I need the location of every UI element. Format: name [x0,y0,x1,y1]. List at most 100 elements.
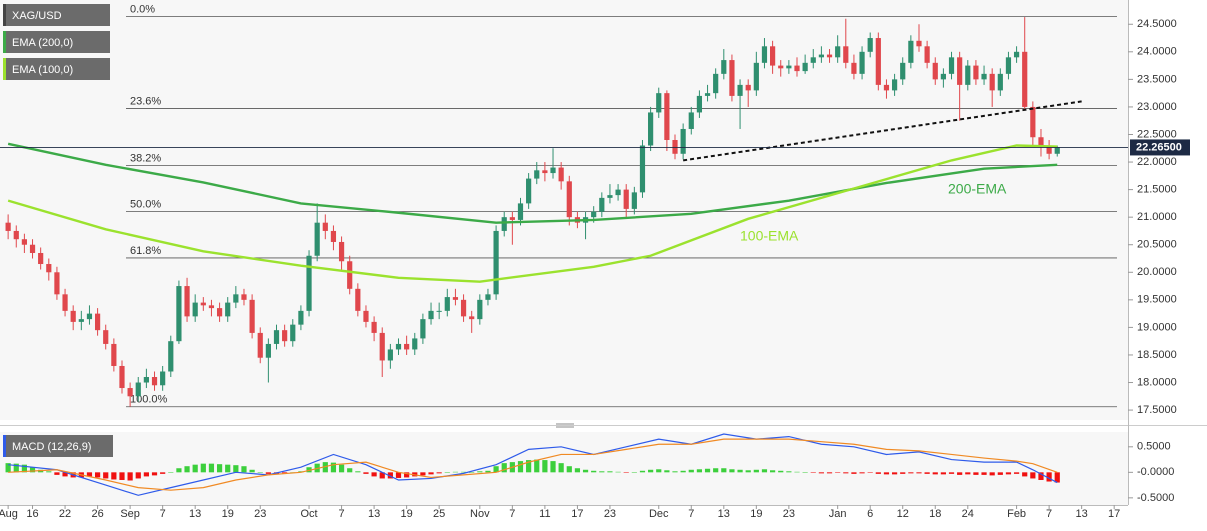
legend: XAG/USD EMA (200,0) EMA (100,0) MACD (12… [3,4,113,457]
histogram-bar [737,469,743,473]
candle-body [615,189,621,196]
candle-body [208,305,215,309]
fib-label: 23.6% [130,95,161,107]
y-tick-label: 24.5000 [1137,18,1177,30]
histogram-bar [582,469,589,473]
histogram-bar [639,470,646,473]
histogram-bar [591,470,597,473]
histogram-bar [363,472,369,474]
histogram-bar [1038,472,1044,480]
histogram-bar [1046,472,1052,482]
histogram-bar [13,463,19,473]
histogram-bar [948,472,955,474]
histogram-bar [517,461,524,473]
histogram-bar [111,472,117,480]
histogram-bar [851,472,857,474]
x-tick-label: 6 [867,508,873,520]
histogram-bar [94,472,101,478]
histogram-bar [770,470,776,473]
candle-body [648,112,654,146]
candle-body [282,330,288,342]
y-tick-label: 23.5000 [1137,73,1177,85]
candle-body [249,299,255,333]
candle-body [216,308,223,317]
histogram-bar [940,472,946,475]
legend-label: MACD (12,26,9) [12,441,91,453]
x-tick-label: 23 [783,508,795,520]
histogram-bar [21,464,27,473]
candle-body [1046,145,1052,154]
histogram-bar [371,472,377,477]
histogram-bar [241,466,247,473]
candle-body [607,195,613,198]
candle-body [623,189,629,209]
candle-body [810,57,816,63]
histogram-bar [493,466,499,473]
candle-body [973,65,979,80]
histogram-bar [233,465,239,473]
histogram-bar [859,472,865,474]
histogram-bar [729,469,735,473]
candle-body [591,211,597,218]
histogram-bar [135,472,141,479]
histogram-bar [404,472,410,478]
histogram-bar [794,471,800,473]
candle-body [753,62,759,91]
candle-body [672,140,678,154]
histogram-bar [623,472,629,473]
candle-body [151,377,158,386]
x-tick-label: 19 [222,508,234,520]
histogram-bar [160,472,166,474]
legend-box [3,435,113,457]
candle-body [501,217,507,231]
candle-body [273,330,280,344]
histogram-bar [395,472,402,478]
x-tick-label: 25 [433,508,445,520]
histogram-bar [680,470,686,473]
histogram-bar [322,462,328,473]
candle-body [233,294,239,303]
histogram-bar [835,472,841,473]
y-tick-label: 21.0000 [1137,211,1177,223]
candle-body [859,51,865,74]
candle-body [704,93,711,96]
line [7,144,1058,283]
candle-body [932,62,938,80]
candle-body [127,388,133,397]
candle-body [477,299,483,320]
histogram-bar [46,471,52,473]
candle-body [737,84,743,96]
candle-body [875,38,881,85]
candle-body [436,310,442,312]
y-tick-label: 0.5000 [1137,441,1171,453]
candle-body [355,288,361,311]
histogram-bar [436,472,442,474]
candle-body [338,241,345,262]
histogram-bar [696,469,703,473]
histogram-bar [826,472,833,474]
histogram-bar [306,467,312,473]
x-tick-label: 7 [160,508,166,520]
candle-body [883,84,890,91]
candle-body [948,57,955,74]
candle-body [509,217,515,220]
candle-body [306,255,312,311]
candle-body [550,167,556,174]
candle-body [225,302,231,317]
histogram-bar [54,472,60,475]
y-tick-label: 22.0000 [1137,156,1177,168]
candle-body [160,371,166,386]
x-tick-label: 17 [571,508,583,520]
histogram-bar [420,472,426,476]
y-tick-label: 20.5000 [1137,239,1177,251]
histogram-bar [143,472,149,477]
candle-body [371,321,377,333]
annotation: 100-EMA [740,228,799,244]
histogram-bar [802,472,808,473]
histogram-bar [761,469,768,473]
y-tick-label: 18.0000 [1137,376,1177,388]
histogram-bar [103,472,109,479]
histogram-bar [200,463,206,473]
histogram-bar [973,472,979,475]
candle-body [21,239,27,245]
